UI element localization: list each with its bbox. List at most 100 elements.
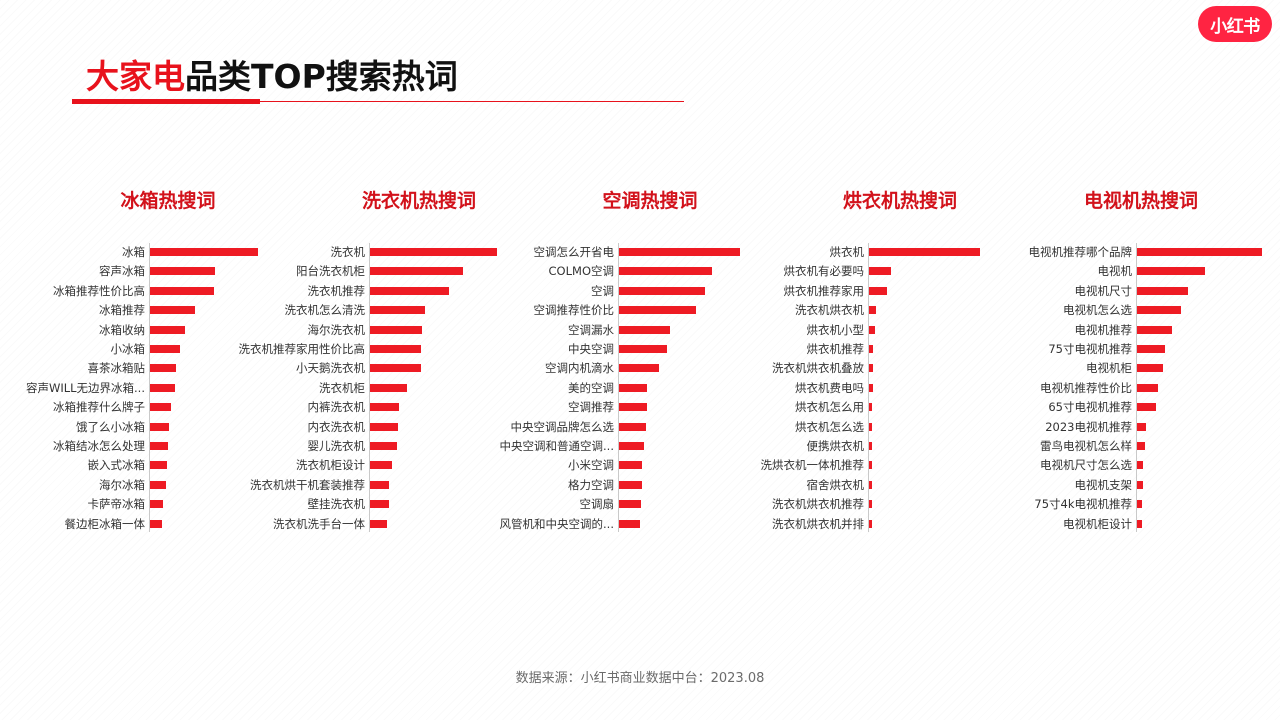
bar-label: 洗衣机烘衣机推荐	[772, 497, 864, 512]
bar	[869, 461, 873, 470]
bar-label: 冰箱收纳	[99, 322, 145, 337]
bar-label: 烘衣机怎么用	[795, 400, 864, 415]
bar-label: 电视机推荐	[1074, 322, 1133, 337]
bar	[869, 480, 872, 489]
bar-label: 冰箱推荐什么牌子	[53, 400, 145, 415]
bar	[1137, 519, 1142, 528]
bar	[150, 422, 170, 431]
bar-label: 容声WILL无边界冰箱...	[25, 380, 145, 395]
bar	[370, 286, 449, 295]
bar	[619, 306, 697, 315]
bar-label: 空调内机滴水	[545, 361, 614, 376]
bar	[370, 519, 387, 528]
bar-label: 容声冰箱	[99, 264, 145, 279]
bar	[869, 383, 874, 392]
bar	[370, 364, 421, 373]
bar-label: 空调推荐	[568, 400, 614, 415]
bar-label: 电视机怎么选	[1063, 303, 1132, 318]
bar-label: 75寸4k电视机推荐	[1034, 497, 1132, 512]
chart-title-0: 冰箱热搜词	[120, 190, 216, 212]
bar	[1137, 442, 1145, 450]
bar-label: 洗衣机推荐家用性价比高	[238, 342, 366, 356]
bar	[869, 519, 872, 528]
chart-axis-0	[149, 243, 150, 532]
chart-title-1: 洗衣机热搜词	[361, 190, 476, 212]
bar-label: 阳台洗衣机柜	[296, 264, 365, 279]
bar-label: 烘衣机推荐家用	[783, 283, 865, 298]
bar-label: 餐边柜冰箱一体	[64, 516, 146, 531]
bar-label: 烘衣机推荐	[806, 342, 865, 356]
bar	[1137, 480, 1144, 489]
chart-title-4: 电视机热搜词	[1083, 190, 1198, 212]
bar-label: 中央空调品牌怎么选	[510, 419, 615, 434]
bar-label: 内裤洗衣机	[307, 400, 366, 415]
bar-label: 洗烘衣机一体机推荐	[760, 458, 865, 473]
bar-label: 电视机柜设计	[1063, 516, 1132, 531]
bar	[869, 442, 873, 450]
bar	[150, 345, 181, 353]
bar	[619, 345, 668, 353]
bar-label: 空调推荐性价比	[533, 303, 615, 318]
bar	[370, 500, 390, 509]
bar	[619, 248, 740, 256]
bar	[619, 364, 659, 373]
data-source-note: 数据来源：小红书商业数据中台：2023.08	[515, 671, 765, 686]
bar-label: 电视机推荐哪个品牌	[1028, 245, 1133, 259]
bar	[1137, 306, 1181, 315]
bar-label: 风管机和中央空调的...	[499, 516, 614, 531]
bar	[370, 267, 463, 276]
bar-label: 烘衣机小型	[806, 322, 865, 337]
bar	[619, 286, 705, 295]
bar-label: 洗衣机柜设计	[296, 458, 365, 473]
bar-label: 75寸电视机推荐	[1048, 342, 1132, 356]
bar-label: 嵌入式冰箱	[87, 458, 146, 473]
bar-label: 洗衣机柜	[319, 380, 365, 395]
bar	[150, 267, 215, 276]
bar	[619, 480, 642, 489]
page-title: 大家电品类TOP搜索热词	[86, 50, 458, 98]
page-title-accent: 大家电	[86, 57, 185, 96]
bar-label: 烘衣机怎么选	[795, 419, 864, 434]
bar	[150, 325, 185, 334]
bar-label: 格力空调	[568, 477, 614, 492]
chart-title-3: 烘衣机热搜词	[842, 190, 957, 212]
bar	[619, 403, 647, 412]
bar	[1137, 286, 1189, 295]
chart-title-2: 空调热搜词	[602, 190, 698, 212]
bar	[150, 500, 163, 509]
bar	[370, 325, 423, 334]
bar-label: 冰箱	[122, 245, 145, 259]
bar	[1137, 422, 1146, 431]
bar-label: 2023电视机推荐	[1045, 419, 1132, 434]
bar	[150, 383, 175, 392]
bar-label: 电视机尺寸怎么选	[1040, 458, 1132, 473]
bar	[370, 442, 397, 450]
bar	[150, 480, 167, 489]
bar-label: 65寸电视机推荐	[1048, 400, 1132, 415]
bar-label: 电视机推荐性价比	[1040, 380, 1132, 395]
bar-label: 小天鹅洗衣机	[296, 361, 365, 376]
bar-label: 婴儿洗衣机	[307, 439, 366, 453]
bar	[150, 519, 162, 528]
bar	[619, 519, 640, 528]
xiaohongshu-logo: 小红书	[1198, 6, 1272, 42]
bar-label: 电视机	[1097, 264, 1133, 279]
bar	[150, 442, 169, 450]
bar-label: 电视机尺寸	[1074, 283, 1133, 298]
bar-label: 洗衣机推荐	[307, 283, 366, 298]
bar	[1137, 325, 1172, 334]
bar-label: 电视机支架	[1074, 477, 1133, 492]
chart-axis-2	[618, 243, 619, 532]
bar-label: 小冰箱	[110, 342, 146, 356]
bar-label: 宿舍烘衣机	[806, 477, 865, 492]
chart-axis-4	[1136, 243, 1137, 532]
bar	[869, 286, 887, 295]
bar-label: 海尔洗衣机	[307, 322, 366, 337]
page-title-rest: 品类TOP搜索热词	[185, 57, 458, 96]
bar	[619, 461, 642, 470]
bar-label: 中央空调	[568, 342, 614, 356]
title-underline	[72, 101, 684, 102]
bar	[869, 267, 892, 276]
bar	[619, 500, 641, 509]
bar-label: 空调	[591, 283, 614, 298]
